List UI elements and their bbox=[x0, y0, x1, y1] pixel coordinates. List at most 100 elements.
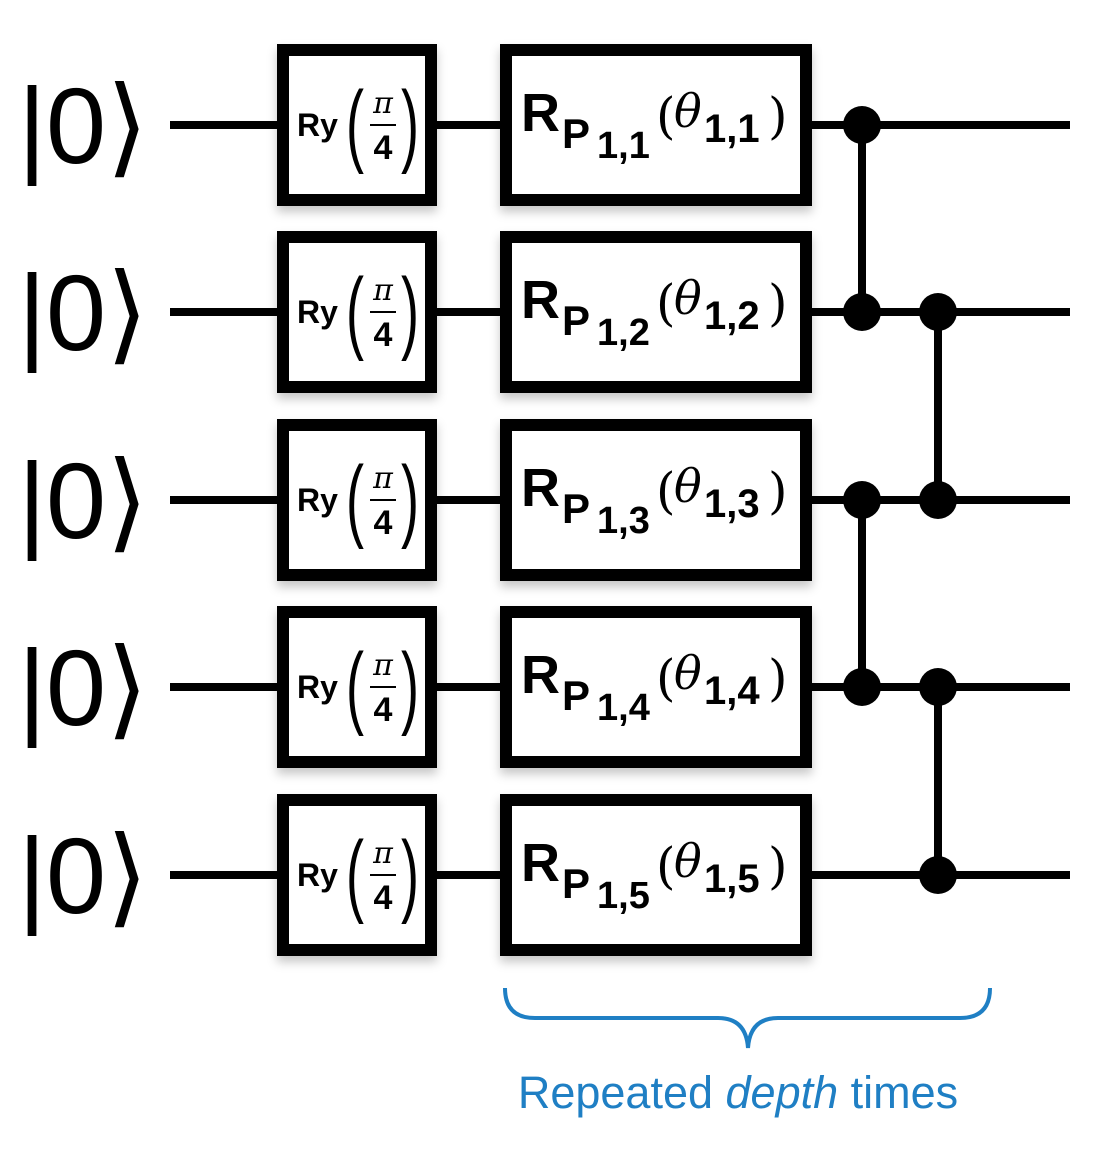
ry-gate: Ry()π 4 bbox=[277, 231, 437, 393]
parametrized-rotation-gate: R P 1,4(θ 1,4) bbox=[500, 606, 812, 768]
left-paren: ( bbox=[346, 823, 364, 925]
param-index: 1,1 bbox=[704, 107, 760, 151]
gate-sub: P bbox=[562, 297, 590, 344]
param-index: 1,4 bbox=[704, 669, 760, 713]
parametrized-rotation-gate: R P 1,2(θ 1,2) bbox=[500, 231, 812, 393]
control-dot bbox=[843, 668, 881, 706]
param-index: 1,2 bbox=[704, 294, 760, 338]
gate-sub: P bbox=[562, 110, 590, 157]
param-close-paren: ) bbox=[768, 462, 788, 520]
ry-label: Ry bbox=[297, 107, 338, 143]
ket-zero: |0⟩ bbox=[18, 815, 148, 936]
ry-gate-box bbox=[277, 794, 437, 956]
ket-zero: |0⟩ bbox=[18, 252, 148, 373]
left-paren: ( bbox=[346, 635, 364, 737]
param-close-paren: ) bbox=[768, 837, 788, 895]
fraction-numerator: π bbox=[372, 86, 394, 121]
param-close-paren: ) bbox=[768, 87, 788, 145]
fraction-denominator: 4 bbox=[374, 504, 393, 542]
right-paren: ) bbox=[401, 448, 419, 550]
gate-base: R bbox=[521, 833, 560, 893]
ry-label: Ry bbox=[297, 482, 338, 518]
param-index: 1,5 bbox=[704, 857, 760, 901]
parametrized-rotation-gate: R P 1,3(θ 1,3) bbox=[500, 419, 812, 581]
ry-label: Ry bbox=[297, 294, 338, 330]
fraction-numerator: π bbox=[372, 461, 394, 496]
repeat-brace bbox=[503, 987, 992, 1049]
right-paren: ) bbox=[401, 260, 419, 362]
param-close-paren: ) bbox=[768, 274, 788, 332]
right-paren: ) bbox=[401, 823, 419, 925]
right-paren: ) bbox=[401, 635, 419, 737]
parametrized-rotation-gate: R P 1,5(θ 1,5) bbox=[500, 794, 812, 956]
ry-gate-box bbox=[277, 44, 437, 206]
control-dot bbox=[843, 481, 881, 519]
param-open-paren: ( bbox=[656, 274, 676, 332]
ry-gate: Ry()π 4 bbox=[277, 44, 437, 206]
gate-sub: P bbox=[562, 860, 590, 907]
caption-emphasis: depth bbox=[726, 1067, 839, 1118]
fraction-numerator: π bbox=[372, 836, 394, 871]
ry-gate: Ry()π 4 bbox=[277, 419, 437, 581]
left-paren: ( bbox=[346, 260, 364, 362]
fraction-denominator: 4 bbox=[374, 879, 393, 917]
left-paren: ( bbox=[346, 448, 364, 550]
gate-base: R bbox=[521, 83, 560, 143]
param-index: 1,3 bbox=[704, 482, 760, 526]
ket-zero: |0⟩ bbox=[18, 627, 148, 748]
caption-suffix: times bbox=[838, 1067, 958, 1118]
control-dot bbox=[919, 856, 957, 894]
controlled-z-gate bbox=[919, 293, 957, 519]
right-paren: ) bbox=[401, 73, 419, 175]
gate-base: R bbox=[521, 645, 560, 705]
gate-base: R bbox=[521, 458, 560, 518]
control-dot bbox=[919, 481, 957, 519]
param-open-paren: ( bbox=[656, 462, 676, 520]
ry-gate-box bbox=[277, 419, 437, 581]
fraction-numerator: π bbox=[372, 273, 394, 308]
ry-gate: Ry()π 4 bbox=[277, 794, 437, 956]
param-close-paren: ) bbox=[768, 649, 788, 707]
ry-gate-box bbox=[277, 231, 437, 393]
gate-sub-index: 1,3 bbox=[597, 500, 650, 542]
ket-zero: |0⟩ bbox=[18, 440, 148, 561]
repeat-caption: Repeated depth times bbox=[518, 1067, 958, 1118]
gate-sub-index: 1,2 bbox=[597, 312, 650, 354]
param-theta: θ bbox=[674, 834, 702, 888]
ket-zero: |0⟩ bbox=[18, 65, 148, 186]
rotation-gate-box bbox=[500, 231, 812, 393]
rotation-gate-box bbox=[500, 419, 812, 581]
param-open-paren: ( bbox=[656, 837, 676, 895]
param-theta: θ bbox=[674, 271, 702, 325]
control-dot bbox=[843, 293, 881, 331]
parametrized-rotation-gate: R P 1,1(θ 1,1) bbox=[500, 44, 812, 206]
caption-prefix: Repeated bbox=[518, 1067, 726, 1118]
gate-base: R bbox=[521, 270, 560, 330]
controlled-z-gate bbox=[843, 481, 881, 706]
fraction-denominator: 4 bbox=[374, 691, 393, 729]
gate-sub: P bbox=[562, 672, 590, 719]
left-paren: ( bbox=[346, 73, 364, 175]
ry-gate: Ry()π 4 bbox=[277, 606, 437, 768]
gate-sub-index: 1,4 bbox=[597, 687, 650, 729]
gate-sub-index: 1,5 bbox=[597, 875, 650, 917]
fraction-denominator: 4 bbox=[374, 129, 393, 167]
ry-gate-box bbox=[277, 606, 437, 768]
param-theta: θ bbox=[674, 84, 702, 138]
rotation-gate-box bbox=[500, 606, 812, 768]
control-dot bbox=[919, 668, 957, 706]
controlled-z-gate bbox=[919, 668, 957, 894]
control-dot bbox=[919, 293, 957, 331]
ry-label: Ry bbox=[297, 669, 338, 705]
fraction-numerator: π bbox=[372, 648, 394, 683]
rotation-gate-box bbox=[500, 794, 812, 956]
rotation-gate-box bbox=[500, 44, 812, 206]
fraction-denominator: 4 bbox=[374, 316, 393, 354]
param-open-paren: ( bbox=[656, 87, 676, 145]
control-dot bbox=[843, 106, 881, 144]
controlled-z-gate bbox=[843, 106, 881, 331]
param-theta: θ bbox=[674, 459, 702, 513]
gate-sub-index: 1,1 bbox=[597, 125, 650, 167]
